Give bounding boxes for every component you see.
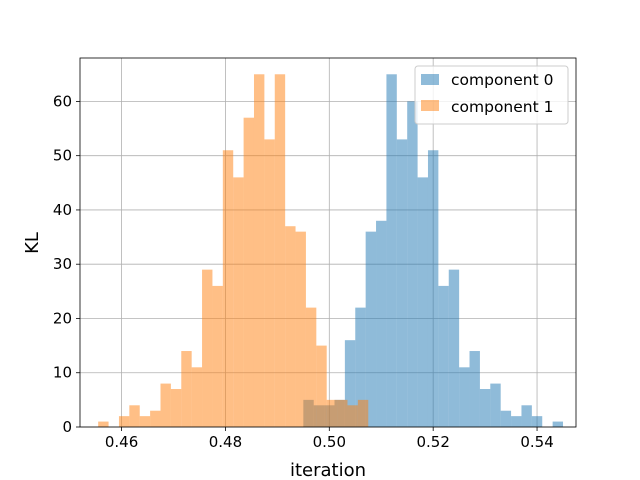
histogram-bar — [386, 74, 397, 427]
histogram-bar — [191, 367, 203, 427]
histogram-bar — [202, 269, 213, 427]
histogram-bar — [118, 416, 130, 427]
legend: component 0 component 1 — [414, 65, 569, 125]
histogram-bar — [233, 177, 244, 427]
y-tick-label: 0 — [62, 418, 72, 436]
histogram-bar — [552, 421, 564, 427]
x-tick-label: 0.50 — [313, 433, 346, 451]
bars — [98, 74, 564, 428]
histogram-bar — [347, 405, 358, 427]
histogram-bar — [264, 139, 275, 427]
histogram-bar — [427, 150, 439, 427]
y-tick-label: 60 — [53, 92, 72, 110]
histogram-bar — [396, 139, 408, 427]
histogram-bar — [531, 416, 543, 427]
histogram-bar — [98, 421, 109, 427]
histogram-bar — [160, 383, 171, 427]
histogram-bar — [357, 399, 369, 427]
histogram-bar — [438, 285, 449, 427]
legend-label-component-1: component 1 — [451, 98, 553, 116]
histogram-bar — [459, 367, 470, 427]
legend-box — [414, 65, 569, 125]
x-tick-label: 0.52 — [416, 433, 449, 451]
histogram-bar — [448, 269, 460, 427]
histogram-bar — [490, 383, 501, 427]
histogram-bar — [305, 307, 317, 427]
histogram-bar — [129, 405, 140, 427]
y-tick-label: 10 — [53, 364, 72, 382]
y-axis-label: KL — [22, 232, 43, 254]
histogram-bar — [274, 74, 286, 427]
histogram-bar — [469, 351, 480, 427]
y-tick-label: 20 — [53, 309, 72, 327]
series-1 — [98, 74, 369, 428]
histogram-bar — [417, 177, 428, 427]
histogram-bar — [344, 340, 356, 427]
histogram-bar — [479, 389, 491, 427]
histogram-bar — [407, 101, 418, 427]
histogram-bar — [316, 345, 327, 427]
histogram-bar — [295, 231, 306, 427]
ticks: 0.46 0.48 0.50 0.52 0.54 0 10 20 30 40 50 60 — [53, 92, 554, 451]
histogram-bar — [243, 117, 254, 428]
histogram-bar — [326, 399, 338, 427]
histogram-bar — [181, 351, 192, 427]
x-tick-label: 0.48 — [209, 433, 242, 451]
histogram-bar — [365, 231, 377, 427]
histogram-bar — [222, 150, 234, 427]
histogram-bar — [150, 410, 161, 427]
plot-frame — [79, 57, 577, 428]
legend-label-component-0: component 0 — [451, 71, 553, 89]
y-tick-label: 30 — [53, 255, 72, 273]
y-tick-label: 40 — [53, 201, 72, 219]
histogram-bar — [511, 416, 522, 427]
histogram-bar — [337, 399, 348, 427]
histogram-bar — [521, 405, 532, 427]
legend-swatch-component-1 — [421, 100, 439, 111]
histogram-bar — [253, 74, 265, 427]
x-axis-label: iteration — [290, 460, 366, 480]
histogram-bar — [212, 285, 223, 427]
histogram-bar — [170, 389, 182, 427]
histogram-bar — [355, 307, 366, 427]
histogram-bar — [500, 410, 512, 427]
legend-swatch-component-0 — [421, 74, 439, 85]
x-tick-label: 0.54 — [520, 433, 553, 451]
x-tick-label: 0.46 — [105, 433, 138, 451]
histogram-bar — [139, 416, 151, 427]
histogram-bar — [376, 220, 387, 427]
histogram-bar — [285, 226, 296, 427]
y-tick-label: 50 — [53, 147, 72, 165]
